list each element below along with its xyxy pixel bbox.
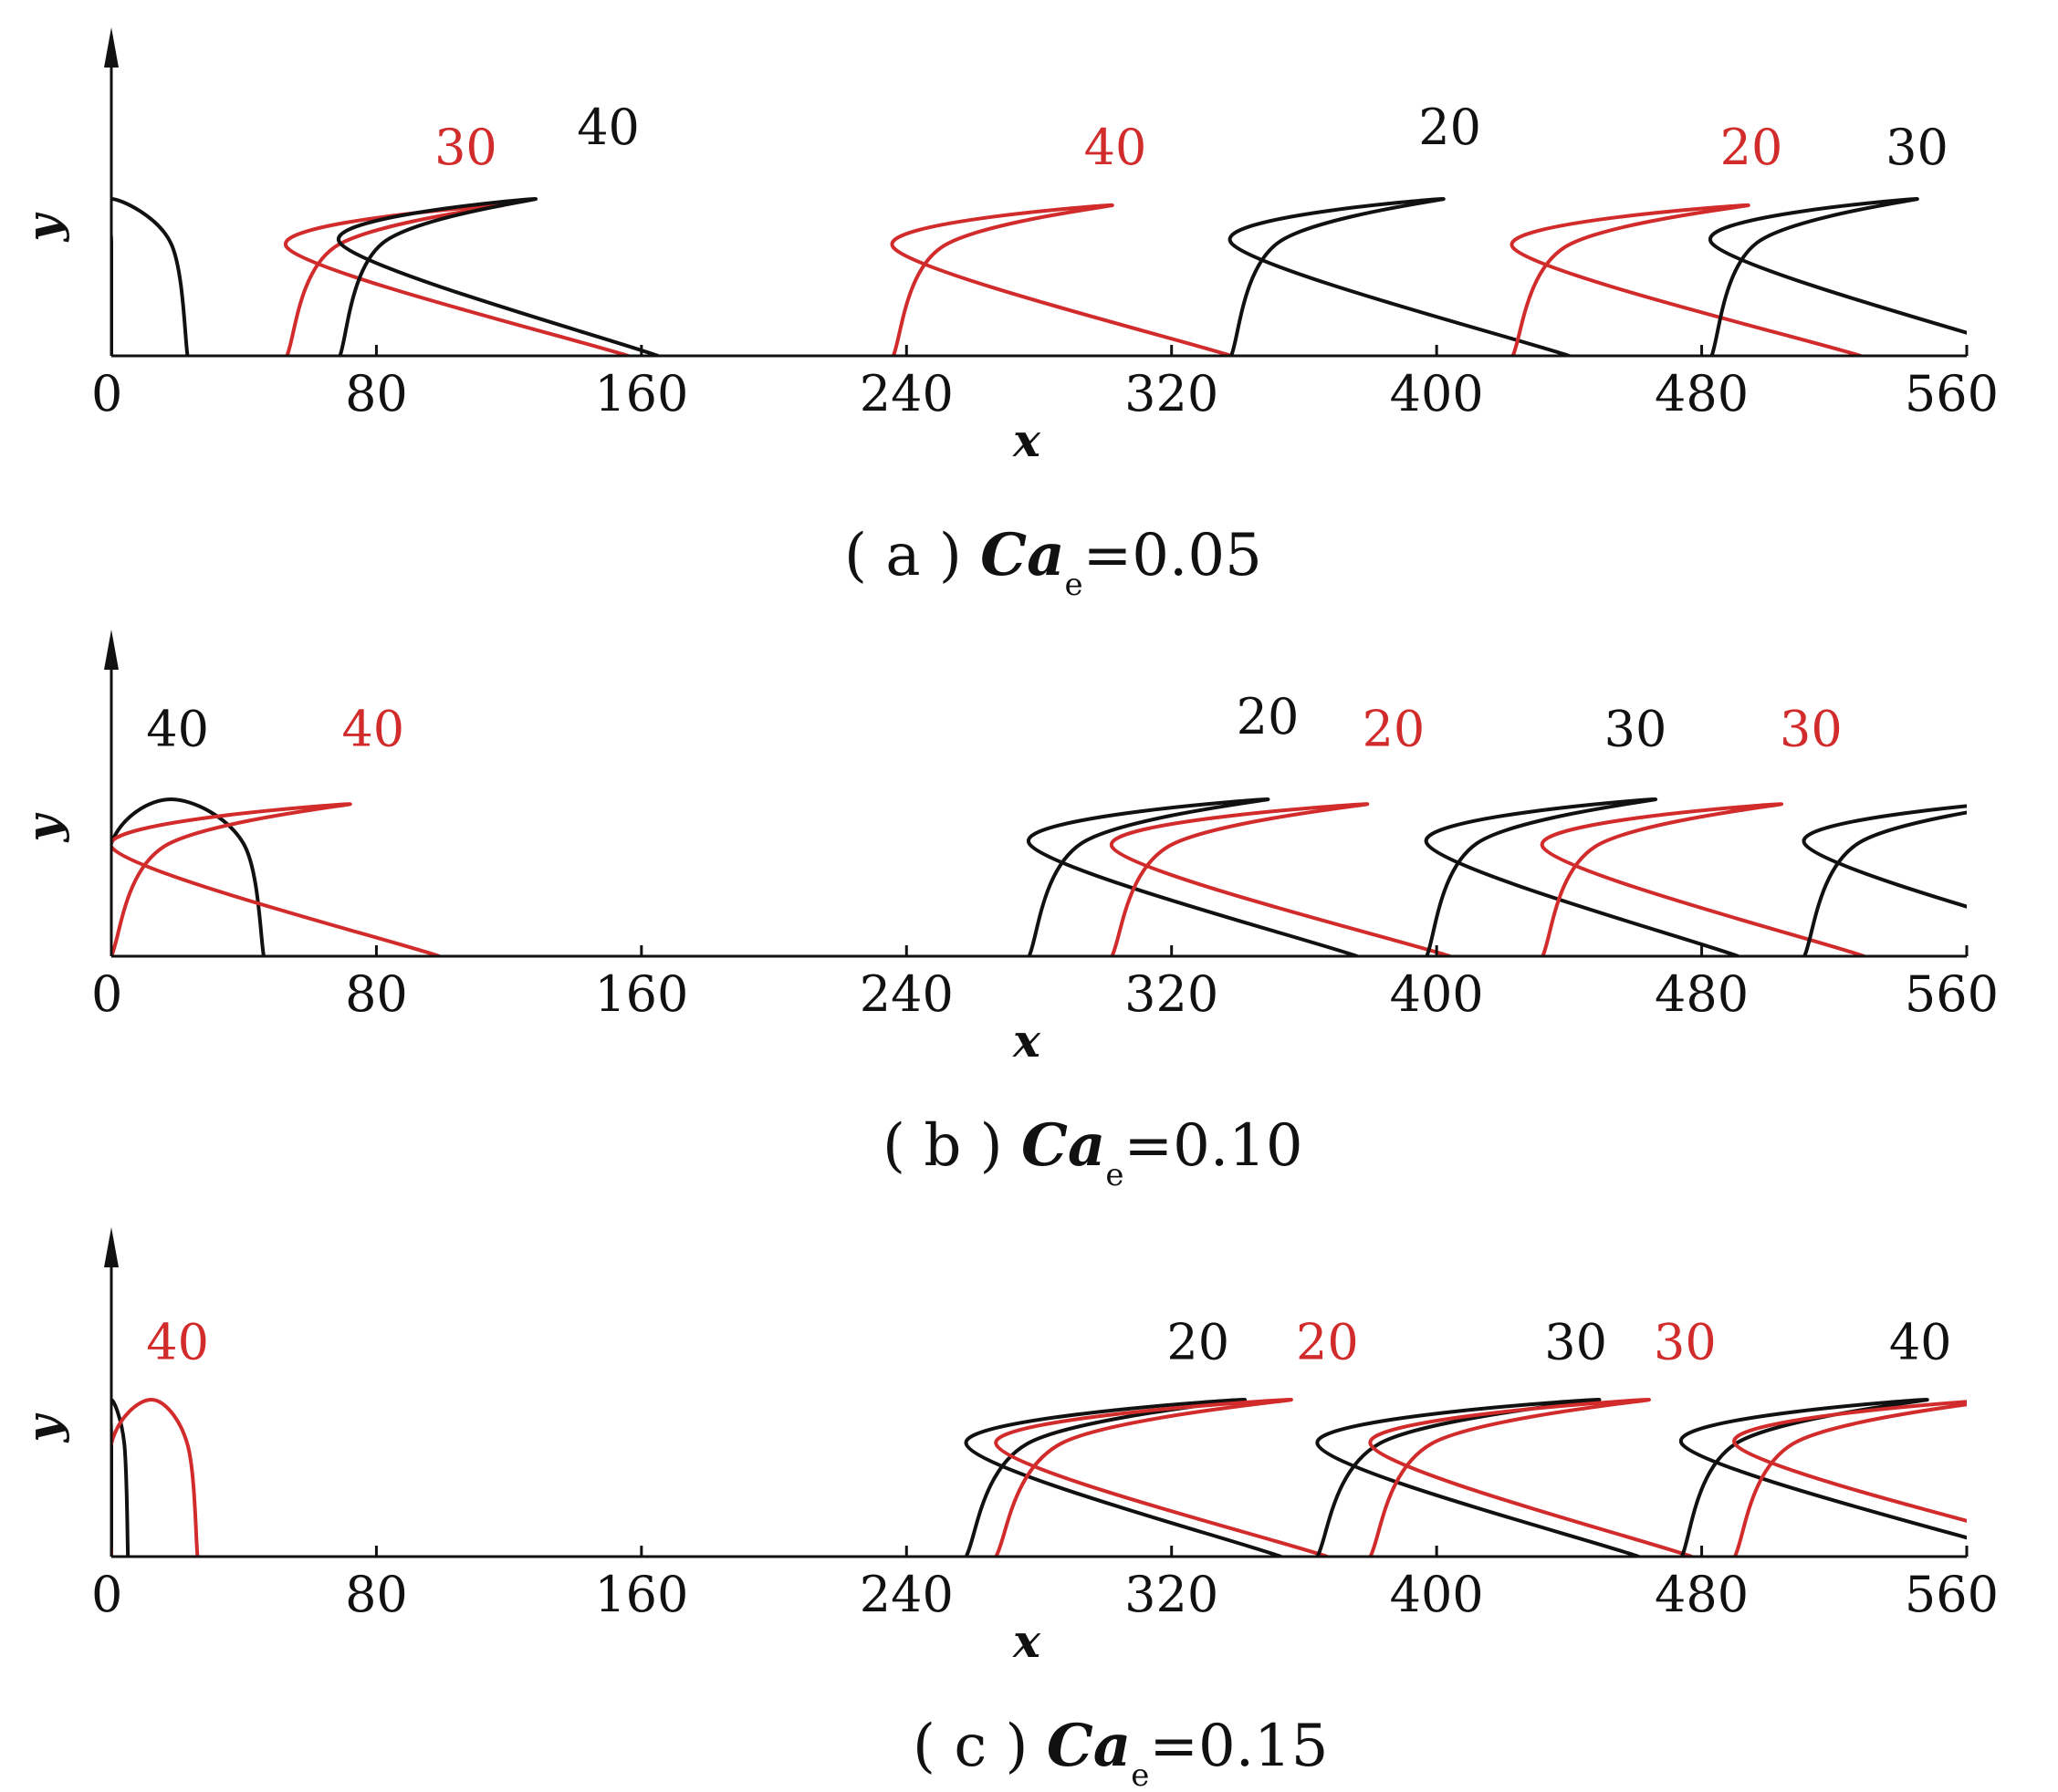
bubble-curve-black	[1708, 196, 1967, 356]
curve-label-red: 30	[1654, 1313, 1717, 1370]
caption-value: =0.05	[1083, 522, 1262, 589]
x-tick-label: 400	[1390, 1566, 1484, 1623]
x-tick-label: 480	[1655, 965, 1749, 1023]
caption-prefix: ( c )	[913, 1713, 1047, 1780]
bubble-curve-red	[1110, 802, 1452, 956]
curve-label-black: 40	[577, 99, 640, 156]
x-tick-label: 80	[345, 1566, 408, 1623]
bubble-curve-black	[111, 196, 190, 356]
x-tick-label: 160	[594, 1566, 688, 1623]
curve-label-black: 40	[146, 701, 209, 758]
bubble-curve-black	[111, 1397, 131, 1557]
panel-3: 0 80 160 240 320 400 480 560 x y 40 20 20 30 30 40 ( c )…	[16, 1227, 1999, 1792]
caption-subscript: e	[1131, 1757, 1149, 1792]
caption-symbol: Ca	[1021, 1111, 1105, 1180]
x-tick-label: 160	[594, 965, 688, 1023]
x-axis-label: x	[1012, 1614, 1041, 1668]
curve-label-red: 30	[1780, 701, 1843, 758]
caption-value: =0.10	[1123, 1112, 1302, 1180]
x-tick-label: 240	[860, 965, 954, 1023]
y-axis-arrow	[104, 630, 119, 670]
bubble-curve-black	[1802, 804, 1967, 956]
bubble-curve-red	[111, 802, 442, 956]
bubble-curve-red	[1732, 1400, 1967, 1557]
bubble-curve-red	[111, 1397, 200, 1557]
x-tick-label: 480	[1655, 365, 1749, 422]
x-tick-label: 320	[1124, 365, 1218, 422]
bubble-curve-red	[1541, 802, 1866, 956]
curve-label-black: 20	[1166, 1313, 1229, 1370]
x-tick-label: 560	[1905, 1566, 1999, 1623]
curve-label-red: 20	[1296, 1313, 1359, 1370]
x-axis-label: x	[1012, 1014, 1041, 1068]
curve-label-black: 20	[1418, 99, 1481, 156]
caption-value: =0.15	[1149, 1713, 1328, 1780]
x-axis-label: x	[1012, 413, 1041, 467]
x-tick-label: 480	[1655, 1566, 1749, 1623]
x-tick-label: 240	[860, 365, 954, 422]
curve-label-black: 30	[1544, 1313, 1607, 1370]
curve-label-red: 40	[341, 701, 404, 758]
bubble-curve-black	[1315, 1397, 1641, 1557]
bubble-curve-red	[994, 1397, 1330, 1557]
curves	[111, 1397, 1967, 1557]
panel-caption: ( b ) Cae=0.10	[883, 1111, 1303, 1193]
x-tick-label: 560	[1905, 965, 1999, 1023]
bubble-curve-red	[1510, 203, 1863, 356]
curves	[111, 196, 1967, 356]
curve-label-black: 20	[1237, 688, 1300, 745]
y-axis-label: y	[16, 813, 70, 843]
x-tick-label: 400	[1390, 365, 1484, 422]
x-tick-label: 0	[91, 1566, 122, 1623]
panel-2: 0 80 160 240 320 400 480 560 x y 40 40 20 20 30 30 ( b )…	[16, 630, 1999, 1193]
x-tick-label: 80	[345, 965, 408, 1023]
y-axis-arrow	[104, 27, 119, 68]
bubble-curve-black	[111, 797, 266, 956]
x-tick-label: 400	[1390, 965, 1484, 1023]
x-tick-label: 560	[1905, 365, 1999, 422]
caption-prefix: ( b )	[883, 1112, 1021, 1180]
bubble-curve-red	[1368, 1397, 1694, 1557]
bubble-curve-red	[890, 203, 1234, 356]
x-tick-label: 320	[1124, 1566, 1218, 1623]
y-axis-arrow	[104, 1227, 119, 1267]
curve-label-red: 20	[1363, 701, 1426, 758]
bubble-curve-black	[1679, 1397, 1967, 1557]
x-tick-label: 320	[1124, 965, 1218, 1023]
x-tick-label: 0	[91, 965, 122, 1023]
x-tick-label: 80	[345, 365, 408, 422]
bubble-curve-red	[284, 203, 631, 356]
bubble-curve-black	[337, 196, 660, 356]
curve-label-black: 30	[1886, 119, 1948, 176]
caption-prefix: ( a )	[844, 522, 980, 589]
x-tick-label: 240	[860, 1566, 954, 1623]
curve-label-red: 20	[1720, 119, 1783, 176]
curve-label-red: 40	[146, 1313, 209, 1370]
panel-caption: ( c ) Cae=0.15	[913, 1712, 1328, 1792]
x-tick-label: 0	[91, 365, 122, 422]
curve-label-black: 30	[1604, 701, 1667, 758]
curve-label-black: 40	[1889, 1313, 1952, 1370]
y-axis-label: y	[16, 213, 70, 243]
caption-subscript: e	[1065, 567, 1083, 603]
caption-subscript: e	[1105, 1157, 1123, 1193]
bubble-curve-black	[964, 1397, 1283, 1557]
curve-label-red: 40	[1084, 119, 1147, 176]
bubble-curve-black	[1227, 196, 1572, 356]
caption-symbol: Ca	[980, 521, 1064, 589]
curve-label-red: 30	[434, 119, 497, 176]
panel-caption: ( a ) Cae=0.05	[844, 521, 1262, 603]
bubble-curve-black	[1027, 797, 1359, 956]
caption-symbol: Ca	[1047, 1712, 1131, 1780]
y-axis-label: y	[16, 1413, 70, 1443]
bubble-curve-black	[1425, 797, 1740, 956]
x-tick-label: 160	[594, 365, 688, 422]
curves	[111, 797, 1967, 956]
panel-1: 0 80 160 240 320 400 480 560 x y 30 40 40 20 20 30 ( a )…	[16, 27, 1999, 603]
